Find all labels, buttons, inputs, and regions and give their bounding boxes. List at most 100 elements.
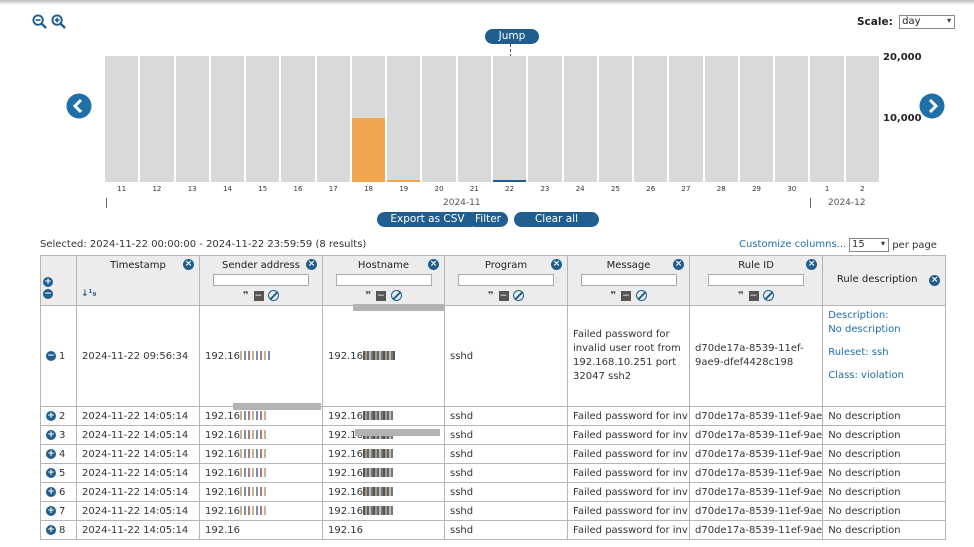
next-period-icon[interactable] xyxy=(919,93,945,119)
filter-input[interactable] xyxy=(580,274,677,286)
histogram-cell[interactable] xyxy=(704,56,738,182)
table-row[interactable]: +2 2024-11-22 14:05:14 192.16 192.16 sshd Fai… xyxy=(40,406,947,426)
quote-icon[interactable]: ❞ xyxy=(487,290,495,302)
minus-icon[interactable]: − xyxy=(253,290,264,301)
remove-column-icon[interactable]: × xyxy=(551,259,562,270)
histogram-cell[interactable] xyxy=(422,56,456,182)
histogram-cell[interactable] xyxy=(210,56,245,182)
column-header-program[interactable]: Program × ❞ − xyxy=(444,255,568,306)
expand-row-icon[interactable]: + xyxy=(46,448,56,459)
histogram-cell[interactable] xyxy=(598,56,633,182)
histogram-cell[interactable] xyxy=(669,56,703,182)
column-header-message[interactable]: Message × ❞ − xyxy=(567,255,690,306)
expand-row-icon[interactable]: + xyxy=(46,467,56,478)
remove-column-icon[interactable]: × xyxy=(428,259,439,270)
ban-icon[interactable] xyxy=(635,290,647,301)
filter-input[interactable] xyxy=(335,274,432,286)
histogram-cell[interactable] xyxy=(528,56,562,182)
jump-to-button[interactable]: Jump to xyxy=(485,29,539,57)
table-row[interactable]: +4 2024-11-22 14:05:14 192.16 192.16 sshd Fai… xyxy=(40,444,947,464)
histogram-cell[interactable] xyxy=(634,56,668,182)
expand-row-icon[interactable]: + xyxy=(46,410,56,421)
table-row[interactable]: +3 2024-11-22 14:05:14 192.16 192.16 sshd Fai… xyxy=(40,425,947,445)
ban-icon[interactable] xyxy=(763,290,775,301)
ban-icon[interactable] xyxy=(390,290,402,301)
column-header-sender[interactable]: Sender address × ❞ − xyxy=(199,255,323,306)
quote-icon[interactable]: ❞ xyxy=(242,290,250,302)
histogram-cell[interactable] xyxy=(140,56,174,182)
prev-period-icon[interactable] xyxy=(66,93,92,119)
collapse-all-icon[interactable]: − xyxy=(43,289,53,299)
minus-icon[interactable]: − xyxy=(376,290,387,301)
description-link[interactable]: No description xyxy=(828,324,901,335)
histogram-cell[interactable] xyxy=(105,56,139,182)
zoom-in-icon[interactable] xyxy=(51,14,66,29)
x-tick-label: 14 xyxy=(222,185,232,193)
histogram-cell[interactable] xyxy=(810,56,844,182)
ruleset-link[interactable]: Ruleset: ssh xyxy=(828,347,889,358)
cell-rule-description[interactable]: No description xyxy=(822,463,947,483)
table-row[interactable]: +7 2024-11-22 14:05:14 192.16 192.16 sshd Fai… xyxy=(40,501,947,521)
remove-column-icon[interactable]: × xyxy=(183,259,194,270)
minus-icon[interactable]: − xyxy=(749,290,760,301)
quote-icon[interactable]: ❞ xyxy=(737,290,745,302)
remove-column-icon[interactable]: × xyxy=(306,259,317,270)
histogram-cell[interactable] xyxy=(175,56,209,182)
table-row[interactable]: +5 2024-11-22 14:05:14 192.16 192.16 sshd Fai… xyxy=(40,463,947,483)
column-header-hostname[interactable]: Hostname × ❞ − xyxy=(322,255,445,306)
cell-rule-description[interactable]: No description xyxy=(822,482,947,502)
column-header-rule-id[interactable]: Rule ID × ❞ − xyxy=(688,255,824,306)
expand-row-icon[interactable]: + xyxy=(46,505,56,516)
zoom-out-icon[interactable] xyxy=(32,14,47,29)
clear-filters-button[interactable]: Clear all filters xyxy=(514,212,599,240)
column-header-rule-description[interactable]: Rule description × xyxy=(822,255,947,306)
minus-icon[interactable]: − xyxy=(498,290,509,301)
expand-row-icon[interactable]: + xyxy=(46,429,56,440)
histogram-cell[interactable] xyxy=(845,56,879,182)
histogram-cell[interactable] xyxy=(387,56,421,182)
table-row[interactable]: +8 2024-11-22 14:05:14 192.16 192.16 sshd Fai… xyxy=(40,520,947,540)
filter-button[interactable]: Filter xyxy=(467,212,508,227)
filter-input[interactable] xyxy=(708,274,805,286)
remove-column-icon[interactable]: × xyxy=(929,275,941,286)
ban-icon[interactable] xyxy=(513,290,525,301)
ban-icon[interactable] xyxy=(268,290,280,301)
histogram-cell[interactable] xyxy=(775,56,809,182)
histogram-cell[interactable] xyxy=(739,56,774,182)
cell-rule-description[interactable]: No description xyxy=(822,406,947,426)
table-row-expanded[interactable]: −1 2024-11-22 09:56:34 192.16 192.16 ssh… xyxy=(40,305,947,407)
collapse-row-icon[interactable]: − xyxy=(46,350,56,361)
filter-icons: ❞ − xyxy=(569,290,689,302)
histogram-bar[interactable] xyxy=(493,180,527,182)
expand-row-icon[interactable]: + xyxy=(46,524,56,535)
cell-rule-description[interactable]: No description xyxy=(822,501,947,521)
remove-column-icon[interactable]: × xyxy=(673,259,684,270)
remove-column-icon[interactable]: × xyxy=(806,259,818,270)
class-link[interactable]: Class: violation xyxy=(828,370,904,381)
cell-rule-description[interactable]: No description xyxy=(822,444,947,464)
sort-numeric-icon[interactable]: ↓¹₉ xyxy=(81,289,97,299)
histogram-cell[interactable] xyxy=(457,56,491,182)
histogram-bar[interactable] xyxy=(387,180,421,182)
histogram-bar[interactable] xyxy=(351,117,386,182)
customize-columns-link[interactable]: Customize columns... xyxy=(739,239,847,250)
filter-input[interactable] xyxy=(458,274,554,286)
quote-icon[interactable]: ❞ xyxy=(365,290,373,302)
expand-all-icon[interactable]: + xyxy=(43,277,53,287)
column-header-timestamp[interactable]: Timestamp × ↓¹₉ xyxy=(76,255,200,306)
per-page-select[interactable]: 15 ▾ xyxy=(849,238,889,252)
filter-input[interactable] xyxy=(213,274,309,286)
histogram-cell[interactable] xyxy=(281,56,315,182)
histogram-cell[interactable] xyxy=(563,56,597,182)
cell-rule-description[interactable]: No description xyxy=(822,520,947,540)
quote-icon[interactable]: ❞ xyxy=(610,290,618,302)
export-csv-button[interactable]: Export as CSV xyxy=(377,212,478,227)
scale-select[interactable]: day ▾ xyxy=(899,15,956,29)
table-row[interactable]: +6 2024-11-22 14:05:14 192.16 192.16 sshd Fai… xyxy=(40,482,947,502)
expand-row-icon[interactable]: + xyxy=(46,486,56,497)
cell-rule-description[interactable]: No description xyxy=(822,425,947,445)
histogram-cell[interactable] xyxy=(316,56,350,182)
histogram-cell[interactable] xyxy=(246,56,280,182)
minus-icon[interactable]: − xyxy=(621,290,632,301)
histogram-cell[interactable] xyxy=(493,56,527,182)
